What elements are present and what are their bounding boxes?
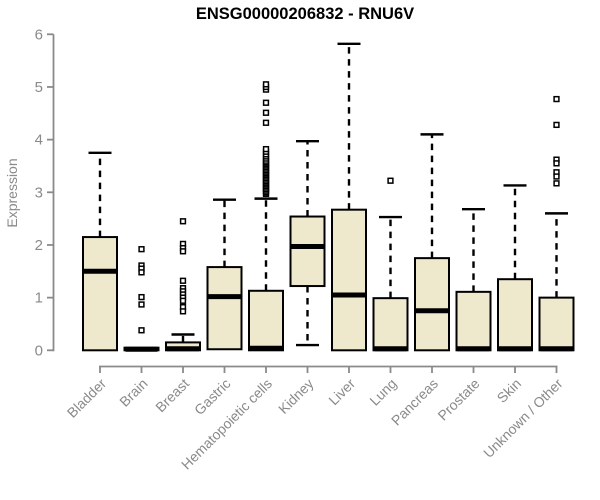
box-rect	[206, 266, 243, 351]
y-tick-label: 6	[35, 26, 43, 43]
outlier-point	[387, 177, 394, 184]
boxplot-hematopoietic-cells	[248, 81, 284, 352]
outlier-point	[138, 246, 145, 253]
outlier-point	[179, 277, 187, 284]
boxplot-liver	[331, 42, 367, 352]
outlier-point	[179, 248, 187, 255]
boxplot-brain	[123, 246, 160, 352]
boxplot-unknown-other	[538, 95, 575, 352]
box-rect	[248, 289, 284, 352]
boxplot-bladder	[82, 151, 118, 352]
outlier-point	[553, 180, 560, 187]
x-tick-label: Lung	[366, 375, 399, 408]
outlier-point	[138, 269, 145, 276]
y-tick-label: 4	[35, 132, 43, 149]
y-tick-label: 5	[35, 79, 43, 96]
boxplot-gastric	[206, 198, 243, 351]
y-tick-label: 2	[35, 237, 43, 254]
outlier-point	[262, 145, 270, 153]
outlier-point	[262, 81, 270, 88]
x-tick-label: Breast	[152, 375, 192, 415]
x-tick-label: Unknown / Other	[480, 375, 566, 461]
y-tick-label: 1	[35, 290, 43, 307]
outlier-point	[179, 308, 187, 315]
box-rect	[82, 236, 118, 352]
box-rect	[455, 290, 492, 352]
x-tick-label: Brain	[116, 375, 150, 409]
x-tick-label: Bladder	[64, 375, 110, 421]
y-tick-label: 3	[35, 184, 43, 201]
y-axis-label: Expression	[4, 158, 20, 227]
box-rect	[372, 297, 409, 352]
chart-title: ENSG00000206832 - RNU6V	[196, 5, 414, 23]
x-tick-label: Skin	[494, 375, 525, 406]
outlier-point	[262, 119, 270, 126]
boxplot-breast	[165, 218, 201, 352]
x-tick-label: Prostate	[434, 375, 482, 423]
outlier-point	[179, 218, 187, 225]
box-rect	[538, 296, 575, 352]
outlier-point	[138, 327, 145, 334]
boxplot-pancreas	[414, 133, 450, 352]
x-tick-label: Liver	[325, 375, 358, 408]
boxplot-prostate	[455, 207, 492, 352]
outlier-point	[262, 109, 270, 116]
box-rect	[497, 278, 533, 352]
y-tick-label: 0	[35, 342, 43, 359]
outlier-point	[553, 121, 560, 129]
boxes-layer	[82, 42, 575, 352]
box-rect	[414, 257, 450, 352]
outlier-point	[553, 160, 560, 167]
boxplot-kidney	[289, 140, 326, 347]
outlier-point	[179, 297, 187, 304]
outlier-point	[553, 95, 560, 103]
boxplot-lung	[372, 177, 409, 352]
outlier-point	[262, 99, 270, 106]
box-rect	[331, 208, 367, 352]
outlier-point	[138, 293, 145, 301]
boxplot-skin	[497, 184, 533, 352]
outlier-point	[138, 301, 145, 308]
box-rect	[289, 215, 326, 288]
x-tick-label: Kidney	[275, 375, 317, 417]
outlier-point	[553, 173, 560, 180]
